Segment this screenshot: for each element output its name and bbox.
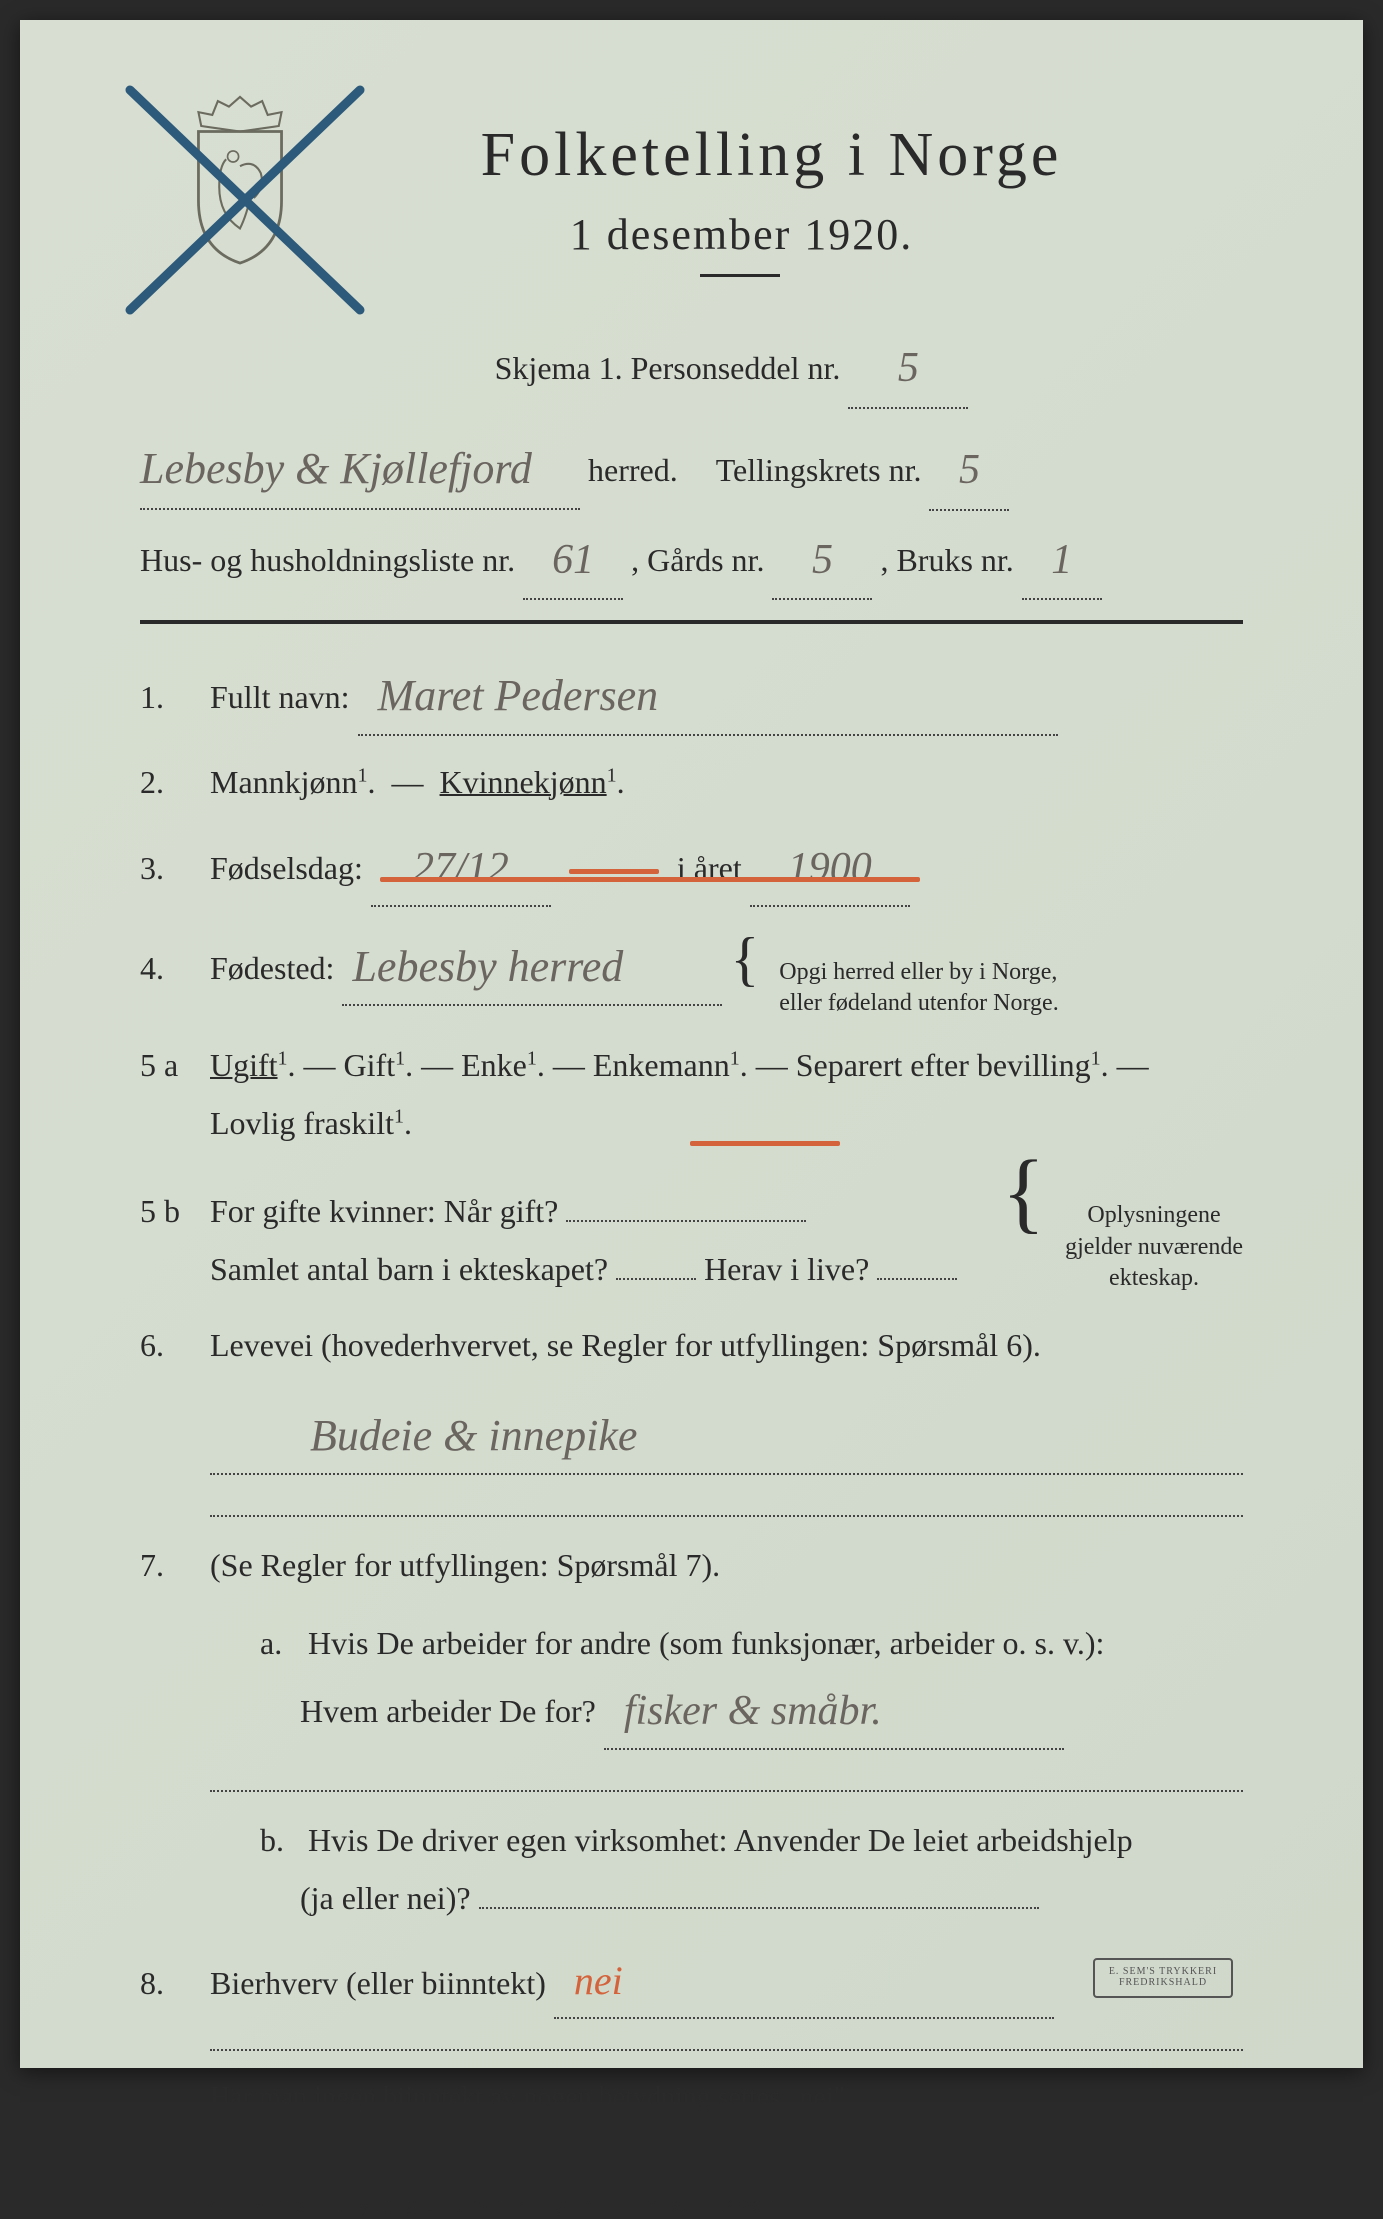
foot2-text: Her kan svares ved tydelig understreknin…: [162, 2192, 780, 2218]
question-5a: 5 a Ugift1. — Gift1. — Enke1. — Enkemann…: [140, 1037, 1243, 1152]
header: Folketelling i Norge 1 desember 1920.: [140, 120, 1243, 277]
personseddel-nr: 5: [898, 345, 919, 391]
q7a-label: a.: [260, 1615, 300, 1673]
q7a-t2: Hvem arbeider De for?: [300, 1693, 596, 1729]
q7b-t1: Hvis De driver egen virksomhet: Anvender…: [308, 1822, 1133, 1858]
q5a-opt-3: Enkemann: [593, 1047, 730, 1083]
foot-note-1: Har man ingen biinntekt av nogen betydni…: [210, 2071, 1243, 2124]
q6-num: 6.: [140, 1327, 210, 1364]
husliste-line: Hus- og husholdningsliste nr. 61 , Gårds…: [140, 519, 1243, 601]
tellingskrets-nr: 5: [959, 447, 980, 493]
question-4: 4. Fødested: Lebesby herred { Opgi herre…: [140, 925, 1243, 1019]
q4-label: Fødested:: [210, 940, 334, 998]
bruks-label: , Bruks nr.: [880, 530, 1013, 591]
page-subtitle: 1 desember 1920.: [240, 209, 1243, 260]
divider-thin: [140, 2144, 1243, 2146]
q4-note-l2: eller fødeland utenfor Norge.: [779, 990, 1058, 1016]
gards-nr: 5: [812, 537, 833, 583]
question-8: 8. Bierhverv (eller biinntekt) nei: [140, 1945, 1243, 2019]
husliste-label: Hus- og husholdningsliste nr.: [140, 530, 515, 591]
q5b-note: Oplysningene gjelder nuværende ekteskap.: [1065, 1200, 1243, 1294]
brace-icon-2: {: [1002, 1170, 1045, 1215]
schema-label: Skjema 1. Personseddel nr.: [495, 350, 841, 386]
q1-label: Fullt navn:: [210, 679, 350, 715]
footnote: 1 Her kan svares ved tydelig understrekn…: [140, 2176, 1243, 2219]
gards-label: , Gårds nr.: [631, 530, 764, 591]
red-underline-icon: [380, 877, 920, 882]
q3-year: 1900: [788, 845, 872, 891]
question-2: 2. Mannkjønn1. — Kvinnekjønn1.: [140, 754, 1243, 812]
q5b-num: 5 b: [140, 1193, 210, 1230]
coat-of-arms-icon: [170, 90, 310, 270]
q6-label: Levevei (hovederhvervet, se Regler for u…: [210, 1327, 1041, 1363]
q7b-label: b.: [260, 1812, 300, 1870]
red-mark-icon: [690, 1141, 840, 1146]
question-3: 3. Fødselsdag: 27/12 i året 1900: [140, 829, 1243, 907]
red-dash-icon: [569, 869, 659, 874]
question-6: 6. Levevei (hovederhvervet, se Regler fo…: [140, 1317, 1243, 1518]
q5a-opt-1: Gift: [344, 1047, 396, 1083]
q5b-l2: Samlet antal barn i ekteskapet?: [210, 1251, 608, 1287]
foot2-num: 1: [140, 2186, 150, 2208]
q5a-opt-4: Separert efter bevilling: [796, 1047, 1091, 1083]
q3-label: Fødselsdag:: [210, 850, 363, 886]
schema-line: Skjema 1. Personseddel nr. 5: [220, 327, 1243, 409]
q7-label: (Se Regler for utfyllingen: Spørsmål 7).: [210, 1547, 720, 1583]
q5b-n1: Oplysningene: [1087, 1202, 1220, 1228]
q7b-t2: (ja eller nei)?: [300, 1880, 471, 1916]
document-page: Folketelling i Norge 1 desember 1920. Sk…: [20, 20, 1363, 2068]
herred-line: Lebesby & Kjøllefjord herred. Tellingskr…: [140, 425, 1243, 511]
q5b-n3: ekteskap.: [1109, 1265, 1199, 1291]
q4-note: Opgi herred eller by i Norge, eller føde…: [779, 957, 1058, 1019]
divider: [140, 620, 1243, 624]
q2-mann: Mannkjønn: [210, 764, 358, 800]
q5b-l1: For gifte kvinner: Når gift?: [210, 1193, 558, 1229]
q4-value: Lebesby herred: [352, 942, 623, 991]
q5b-l3: Herav i live?: [704, 1251, 869, 1287]
husliste-nr: 61: [552, 537, 594, 583]
printer-stamp: E. SEM'S TRYKKERIFREDRIKSHALD: [1093, 1958, 1233, 1998]
q3-day: 27/12: [413, 845, 509, 891]
question-1: 1. Fullt navn: Maret Pedersen: [140, 654, 1243, 735]
herred-suffix: herred.: [588, 440, 678, 501]
bruks-nr: 1: [1051, 537, 1072, 583]
q5a-opt-last: Lovlig fraskilt: [210, 1105, 394, 1141]
q5a-opt-0: Ugift: [210, 1047, 278, 1083]
q5a-num: 5 a: [140, 1047, 210, 1084]
title-underline: [700, 274, 780, 277]
q4-num: 4.: [140, 950, 210, 987]
q2-num: 2.: [140, 764, 210, 801]
q6-value: Budeie & innepike: [310, 1411, 637, 1460]
q8-num: 8.: [140, 1965, 210, 2002]
q2-kvinne: Kvinnekjønn: [440, 764, 607, 800]
tellingskrets-label: Tellingskrets nr.: [716, 440, 922, 501]
q7-num: 7.: [140, 1547, 210, 1584]
brace-icon: {: [730, 944, 759, 974]
q1-value: Maret Pedersen: [378, 671, 659, 720]
q5b-n2: gjelder nuværende: [1065, 1234, 1243, 1260]
page-title: Folketelling i Norge: [300, 120, 1243, 191]
question-7: 7. (Se Regler for utfyllingen: Spørsmål …: [140, 1537, 1243, 1927]
q1-num: 1.: [140, 679, 210, 716]
q5a-opt-2: Enke: [461, 1047, 527, 1083]
dotted-line: [210, 2049, 1243, 2051]
q7a-t1: Hvis De arbeider for andre (som funksjon…: [308, 1625, 1104, 1661]
q8-value: nei: [574, 1958, 623, 2003]
q3-num: 3.: [140, 850, 210, 887]
q7a-value: fisker & småbr.: [624, 1688, 882, 1734]
herred-value: Lebesby & Kjøllefjord: [140, 444, 532, 493]
q4-note-l1: Opgi herred eller by i Norge,: [779, 959, 1057, 985]
question-5b: 5 b For gifte kvinner: Når gift? Samlet …: [140, 1170, 1243, 1298]
q8-label: Bierhverv (eller biinntekt): [210, 1965, 546, 2001]
